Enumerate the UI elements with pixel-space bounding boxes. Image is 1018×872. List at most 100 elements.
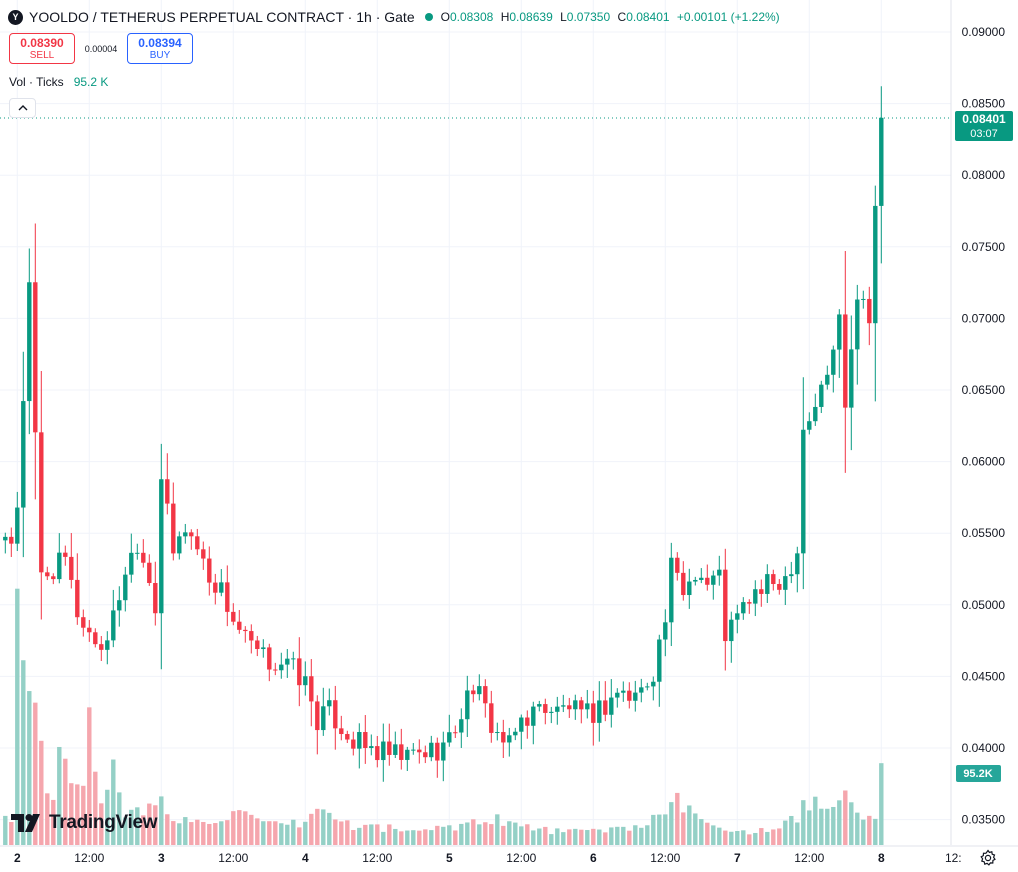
candle-body <box>525 717 530 726</box>
volume-bar <box>675 792 680 845</box>
time-axis-background[interactable] <box>0 846 951 872</box>
candle-down <box>81 609 86 637</box>
candle-body <box>171 503 176 554</box>
candle-body <box>735 613 740 620</box>
sell-button[interactable]: 0.08390 SELL <box>9 33 75 64</box>
candle-body <box>255 640 260 650</box>
candle-up <box>597 681 602 742</box>
time-tick-label: 5 <box>446 851 453 865</box>
candle-body <box>237 621 242 630</box>
candle-down <box>213 573 218 605</box>
settings-gear-icon[interactable] <box>979 849 997 867</box>
volume-bar <box>183 817 188 845</box>
volume-bar <box>249 814 254 845</box>
symbol-title[interactable]: YOOLDO / TETHERUS PERPETUAL CONTRACT · 1… <box>29 9 415 25</box>
volume-bar <box>813 796 818 845</box>
candle-body <box>303 676 308 686</box>
candle-body <box>585 703 590 710</box>
volume-bar <box>729 831 734 845</box>
candle-body <box>747 602 752 604</box>
volume-bar <box>855 812 860 845</box>
candle-body <box>567 705 572 710</box>
symbol-legend[interactable]: Y YOOLDO / TETHERUS PERPETUAL CONTRACT ·… <box>8 7 784 27</box>
volume-bar <box>267 821 272 845</box>
candle-body <box>729 619 734 642</box>
candle-body <box>375 746 380 761</box>
candle-body <box>609 697 614 715</box>
tradingview-logo[interactable]: TradingView <box>11 812 158 834</box>
candle-up <box>381 723 386 782</box>
candle-body <box>333 700 338 729</box>
candle-up <box>831 345 836 393</box>
candle-body <box>195 536 200 550</box>
volume-bar <box>771 829 776 845</box>
price-tick-label: 0.09000 <box>962 25 1006 39</box>
candle-body <box>705 577 710 585</box>
volume-bar <box>579 829 584 845</box>
buy-button[interactable]: 0.08394 BUY <box>127 33 193 64</box>
candle-body <box>789 574 794 577</box>
candle-up <box>645 682 650 691</box>
candle-body <box>453 732 458 734</box>
volume-bar <box>837 800 842 845</box>
volume-bar <box>531 830 536 845</box>
candle-up <box>573 694 578 720</box>
volume-bar <box>417 830 422 845</box>
candle-down <box>675 552 680 581</box>
candle-up <box>513 727 518 741</box>
candle-up <box>219 569 224 597</box>
candle-up <box>735 604 740 634</box>
candle-body <box>381 741 386 761</box>
candle-body <box>837 314 842 350</box>
candle-up <box>459 708 464 748</box>
candle-body <box>9 536 14 544</box>
volume-bar <box>189 822 194 845</box>
candle-down <box>777 579 782 595</box>
volume-bar <box>747 834 752 845</box>
candle-down <box>867 286 872 346</box>
candle-body <box>81 617 86 628</box>
volume-bar <box>381 831 386 845</box>
candle-down <box>489 690 494 743</box>
candle-body <box>399 744 404 760</box>
candle-body <box>105 640 110 650</box>
buy-label: BUY <box>149 49 171 61</box>
candle-body <box>495 732 500 734</box>
sell-label: SELL <box>29 49 55 61</box>
time-tick-label: 3 <box>158 851 165 865</box>
candle-body <box>537 704 542 707</box>
volume-legend[interactable]: Vol · Ticks 95.2 K <box>9 75 108 89</box>
volume-bar <box>387 824 392 845</box>
candle-body <box>723 569 728 642</box>
candle-down <box>153 561 158 626</box>
time-tick-label: 12:00 <box>74 851 104 865</box>
volume-bar <box>279 823 284 845</box>
trade-panel: 0.08390 SELL 0.00004 0.08394 BUY <box>9 33 193 64</box>
candle-body <box>675 557 680 573</box>
candle-up <box>3 532 8 554</box>
candle-down <box>231 603 236 626</box>
last-price-value: 0.08401 <box>962 112 1006 126</box>
candle-body <box>555 706 560 712</box>
volume-bar <box>543 826 548 845</box>
last-volume-label: 95.2K <box>956 765 1001 782</box>
candle-body <box>561 705 566 707</box>
candle-body <box>681 572 686 596</box>
candle-down <box>339 715 344 741</box>
volume-bar <box>477 824 482 845</box>
candle-body <box>483 686 488 704</box>
volume-bar <box>165 814 170 845</box>
candle-up <box>369 734 374 756</box>
volume-bar <box>315 808 320 845</box>
volume-bar <box>15 588 20 845</box>
candle-up <box>21 351 26 558</box>
candle-up <box>729 611 734 663</box>
candle-up <box>519 714 524 750</box>
candle-body <box>819 384 824 407</box>
candle-body <box>783 576 788 590</box>
market-status-icon <box>424 13 433 21</box>
volume-bar <box>453 830 458 845</box>
volume-bar <box>201 821 206 845</box>
collapse-legend-button[interactable] <box>9 98 36 118</box>
